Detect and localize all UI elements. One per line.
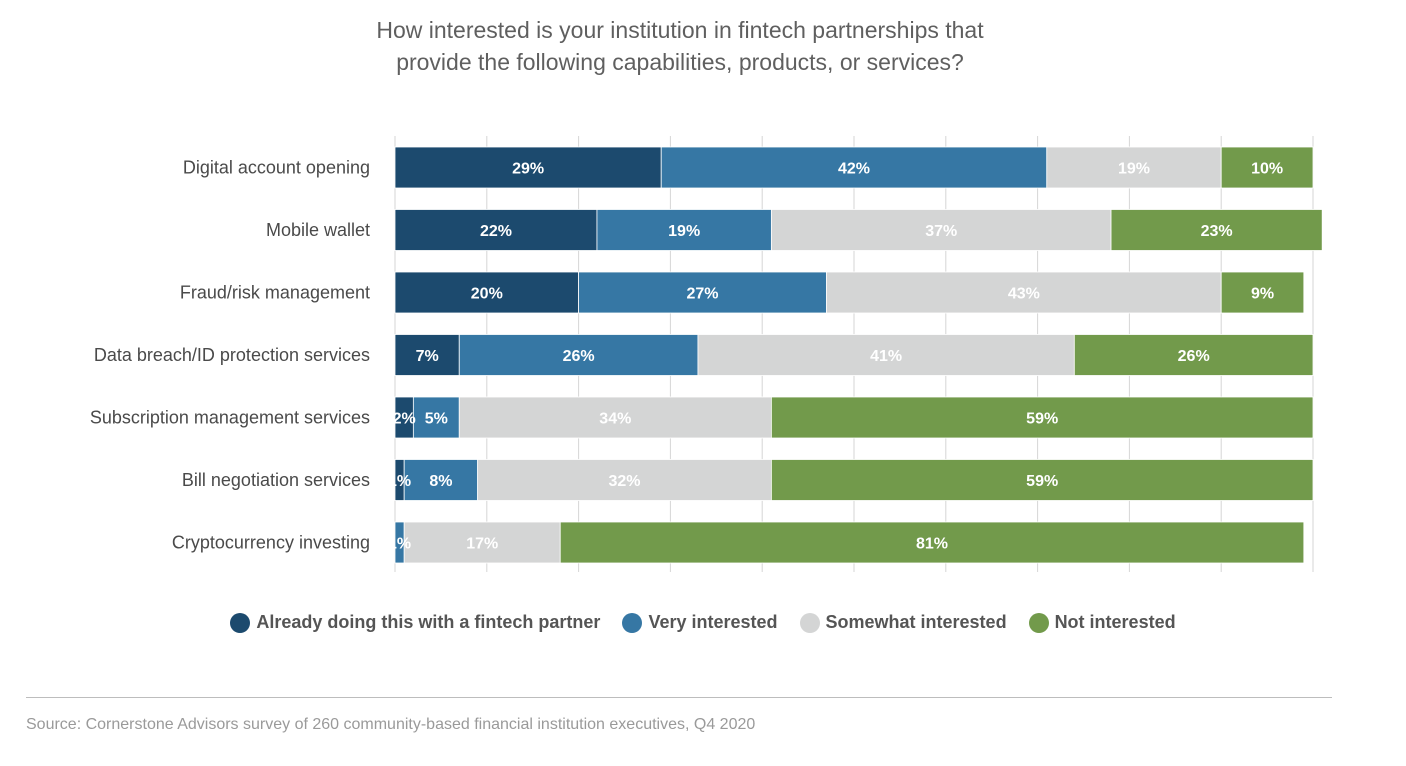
data-label-5-0: 1% — [388, 473, 411, 490]
data-label-3-0: 7% — [416, 348, 439, 365]
bar-segment-6-3 — [559, 521, 1305, 564]
category-label-1: Mobile wallet — [266, 220, 370, 240]
bar-segment-0-3 — [1220, 146, 1314, 189]
data-label-1-3: 23% — [1201, 223, 1233, 240]
data-label-4-1: 5% — [425, 411, 448, 428]
data-label-0-3: 10% — [1251, 161, 1283, 178]
chart-title-line-2: provide the following capabilities, prod… — [396, 49, 964, 75]
bar-segment-4-1 — [412, 396, 460, 439]
bar-segment-3-2 — [697, 334, 1075, 376]
stacked-bar-chart: Digital account opening 29% 42% 19% 10% Mobil… — [90, 136, 1323, 572]
bar-segment-2-2 — [826, 271, 1222, 314]
data-label-2-0: 20% — [471, 286, 503, 303]
data-label-6-2: 17% — [466, 536, 498, 553]
bar-segment-1-1 — [596, 209, 772, 251]
bar-segment-1-2 — [770, 209, 1112, 251]
legend-item-somewhat-interested: Somewhat interested — [799, 612, 1007, 633]
bar-segment-2-1 — [578, 271, 827, 314]
bar-segment-4-2 — [458, 396, 772, 439]
chart-title: How interested is your institution in fi… — [230, 14, 1130, 78]
legend-swatch-already-doing — [230, 612, 251, 633]
data-label-3-2: 41% — [870, 348, 902, 365]
data-label-5-3: 59% — [1026, 473, 1058, 490]
category-label-3: Data breach/ID protection services — [94, 345, 370, 365]
legend-swatch-very-interested — [622, 612, 643, 633]
data-label-3-1: 26% — [563, 348, 595, 365]
data-label-1-0: 22% — [480, 223, 512, 240]
data-label-0-2: 19% — [1118, 161, 1150, 178]
bar-segment-3-3 — [1073, 334, 1314, 376]
bar-segment-1-3 — [1110, 209, 1323, 251]
data-label-3-3: 26% — [1178, 348, 1210, 365]
bar-segment-2-3 — [1220, 271, 1305, 314]
data-label-4-0: 2% — [393, 411, 416, 428]
data-label-0-1: 42% — [838, 161, 870, 178]
bar-segment-6-2 — [403, 521, 561, 564]
legend-label-somewhat-interested: Somewhat interested — [825, 612, 1007, 632]
data-label-4-3: 59% — [1026, 411, 1058, 428]
bar-segment-5-3 — [770, 459, 1314, 501]
source-note: Source: Cornerstone Advisors survey of 2… — [26, 716, 756, 733]
category-label-0: Digital account opening — [183, 158, 370, 178]
data-label-1-2: 37% — [925, 223, 957, 240]
data-label-2-2: 43% — [1008, 286, 1040, 303]
category-label-5: Bill negotiation services — [182, 470, 370, 490]
bar-segment-2-0 — [394, 271, 580, 314]
legend-label-very-interested: Very interested — [648, 612, 778, 632]
chart-title-line-1: How interested is your institution in fi… — [376, 17, 984, 43]
legend-swatch-not-interested — [1028, 612, 1049, 633]
data-label-5-2: 32% — [608, 473, 640, 490]
bar-segment-0-2 — [1046, 146, 1222, 189]
legend-item-very-interested: Very interested — [622, 612, 778, 633]
data-label-0-0: 29% — [512, 161, 544, 178]
data-label-6-1: 1% — [388, 536, 411, 553]
data-label-4-2: 34% — [599, 411, 631, 428]
bar-segment-0-0 — [394, 146, 662, 189]
data-label-1-1: 19% — [668, 223, 700, 240]
chart-legend: Already doing this with a fintech partne… — [0, 612, 1406, 633]
bar-segment-4-3 — [770, 396, 1314, 439]
category-label-6: Cryptocurrency investing — [172, 533, 370, 553]
legend-label-not-interested: Not interested — [1054, 612, 1176, 632]
bar-segment-0-1 — [660, 146, 1048, 189]
legend-label-already-doing: Already doing this with a fintech partne… — [256, 612, 601, 632]
legend-item-already-doing: Already doing this with a fintech partne… — [230, 612, 600, 633]
data-label-2-1: 27% — [687, 286, 719, 303]
category-label-2: Fraud/risk management — [180, 283, 370, 303]
legend-swatch-somewhat-interested — [799, 612, 820, 633]
footer-divider — [26, 697, 1332, 698]
data-label-2-3: 9% — [1251, 286, 1274, 303]
legend-item-not-interested: Not interested — [1028, 612, 1176, 633]
data-label-6-3: 81% — [916, 536, 948, 553]
data-label-5-1: 8% — [429, 473, 452, 490]
category-label-4: Subscription management services — [90, 408, 370, 428]
bar-segment-5-1 — [403, 459, 479, 501]
